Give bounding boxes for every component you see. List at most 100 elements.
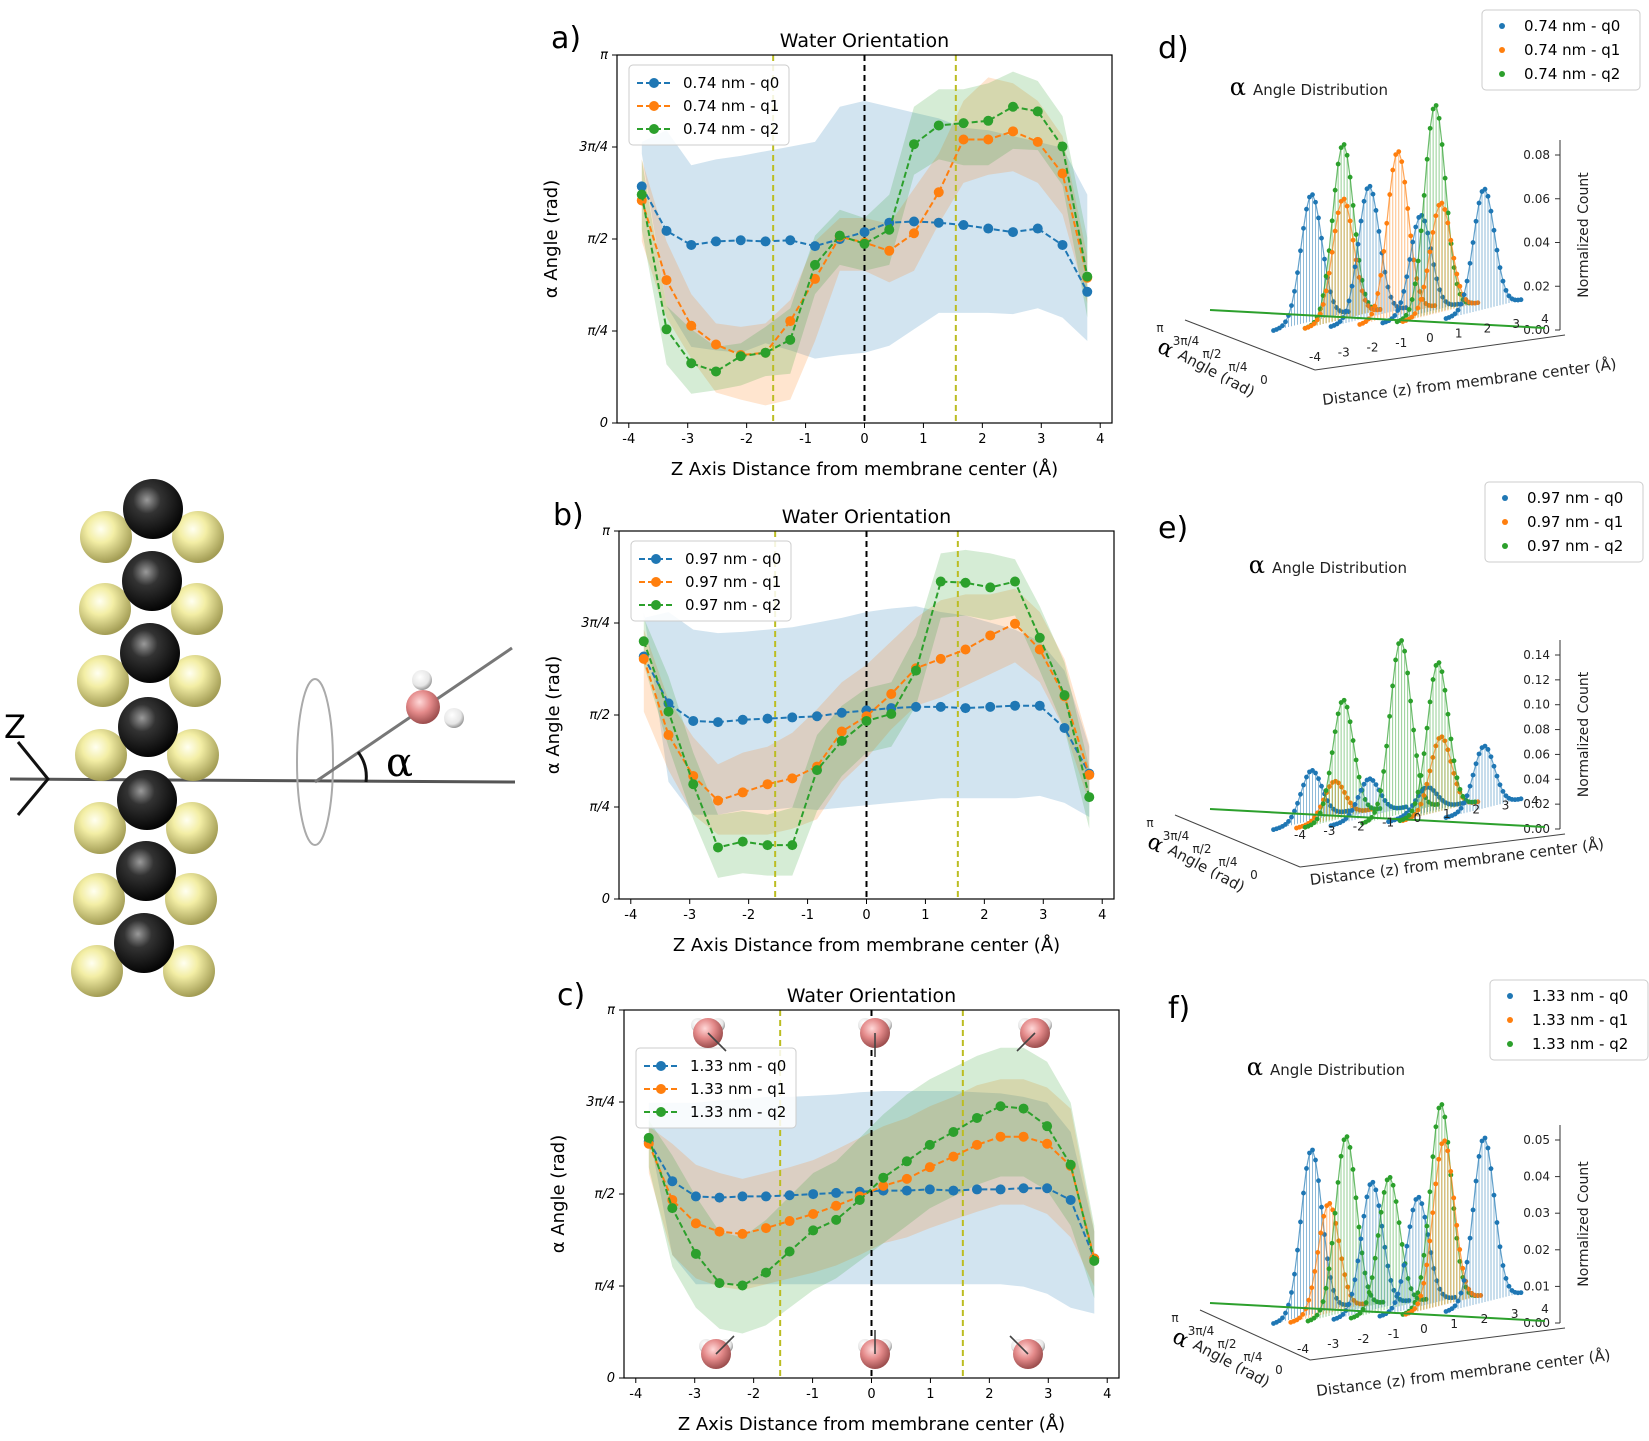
- x-tick-label: 4: [1531, 794, 1539, 808]
- x-tick-label: 2: [985, 1387, 993, 1402]
- data-point: [760, 236, 771, 247]
- x-tick-label: -3: [683, 908, 696, 923]
- data-point: [762, 779, 773, 790]
- z-tick-label: 0.05: [1523, 1133, 1550, 1147]
- x-tick-label: 3: [1511, 1307, 1519, 1321]
- x-tick-label: 4: [1103, 1387, 1111, 1402]
- data-point: [831, 1187, 842, 1198]
- data-point: [909, 228, 919, 239]
- x-axis-label: Distance (z) from membrane center (Å): [1321, 354, 1617, 409]
- legend-swatch-marker: [1507, 1041, 1513, 1047]
- data-point: [810, 241, 820, 252]
- x-axis-line: [1299, 833, 1566, 868]
- data-point: [985, 630, 996, 641]
- y-axis-line: [1184, 319, 1316, 371]
- data-point: [971, 1112, 982, 1123]
- rotation-ellipse: [296, 678, 334, 846]
- legend-label: 0.97 nm - q2: [685, 596, 781, 614]
- distribution-outline: [1405, 1139, 1481, 1315]
- z-tick-label: 0.00: [1523, 1316, 1550, 1330]
- legend-label: 0.74 nm - q2: [683, 120, 779, 138]
- data-point: [737, 1228, 748, 1239]
- x-tick-label: -4: [629, 1387, 642, 1402]
- data-point: [1042, 1138, 1053, 1149]
- z-axis-line: [9, 777, 516, 784]
- data-point: [735, 351, 746, 362]
- data-point: [1008, 227, 1018, 238]
- data-point: [1042, 1183, 1053, 1194]
- data-point: [836, 735, 847, 746]
- x-tick-label: -1: [801, 908, 814, 923]
- distribution-outline: [1304, 699, 1381, 828]
- data-point: [1010, 618, 1020, 629]
- data-point: [737, 1280, 748, 1291]
- legend-label: 0.97 nm - q1: [1527, 513, 1623, 531]
- x-tick-label: -3: [1327, 1337, 1339, 1351]
- data-point: [663, 706, 674, 717]
- panel-label: a): [551, 21, 581, 56]
- sulfur-atom: [80, 511, 132, 563]
- legend-box: [635, 1047, 797, 1129]
- data-point: [911, 665, 921, 676]
- distribution-outline: [1402, 202, 1478, 323]
- dipole-arrow-icon: [715, 1335, 735, 1355]
- water-orientation-icon: [858, 1018, 892, 1057]
- data-point: [831, 1200, 842, 1211]
- data-point: [831, 1214, 842, 1225]
- data-point: [933, 217, 944, 228]
- legend-label: 1.33 nm - q2: [690, 1103, 786, 1121]
- x-tick-label: 3: [1037, 432, 1045, 447]
- data-point: [878, 1172, 889, 1183]
- distribution-outline: [1399, 661, 1476, 822]
- x-tick-label: 4: [1541, 312, 1549, 326]
- data-point: [884, 245, 895, 256]
- data-point: [878, 1180, 889, 1191]
- carbon-atom: [120, 623, 180, 683]
- legend-box: [1481, 9, 1641, 91]
- legend-swatch-marker: [649, 124, 659, 134]
- data-point: [761, 1267, 772, 1278]
- y-tick-label: π/2: [1193, 842, 1212, 856]
- data-point: [909, 139, 919, 150]
- chart-title: Water Orientation: [782, 506, 951, 528]
- data-point: [735, 235, 746, 246]
- data-point: [985, 701, 996, 712]
- distribution-baseline: [1209, 309, 1546, 329]
- data-point: [1042, 1121, 1053, 1132]
- y-tick-label: 3π/4: [579, 140, 608, 155]
- data-point: [661, 324, 672, 335]
- data-point: [784, 1216, 795, 1227]
- legend-label: 0.74 nm - q1: [683, 97, 779, 115]
- data-point: [667, 1203, 678, 1214]
- legend-box: [630, 540, 792, 622]
- data-point: [787, 712, 798, 723]
- legend-swatch-marker: [656, 1107, 666, 1117]
- panel-label: c): [557, 978, 585, 1013]
- legend-label: 0.97 nm - q0: [1527, 489, 1623, 507]
- x-axis-label: Z Axis Distance from membrane center (Å): [678, 1413, 1065, 1435]
- data-point: [886, 708, 897, 719]
- distribution-outline: [1330, 778, 1407, 827]
- data-point: [761, 1191, 772, 1202]
- chart-b: b) Water Orientation -4 -3 -2 -1 0 1 2 3 4 0 π/4 π/2 3…: [543, 498, 1115, 956]
- title-symbol: α: [1249, 551, 1265, 579]
- legend-label: 1.33 nm - q2: [1532, 1035, 1628, 1053]
- y-tick-label: π/4: [588, 324, 608, 339]
- z-tick-label: 0.08: [1523, 148, 1550, 162]
- angle-arc: [356, 751, 368, 783]
- legend-label: 0.97 nm - q1: [685, 573, 781, 591]
- data-point: [711, 366, 721, 377]
- z-tick-label: 0.03: [1523, 1206, 1550, 1220]
- legend-label: 0.97 nm - q2: [1527, 537, 1623, 555]
- data-point: [933, 187, 944, 198]
- x-tick-label: -2: [747, 1387, 760, 1402]
- data-point: [785, 334, 796, 345]
- y-tick-label: π/2: [1218, 1337, 1237, 1351]
- data-point: [808, 1209, 819, 1220]
- data-point: [636, 189, 647, 200]
- z-tick-label: 0.14: [1523, 648, 1550, 662]
- sulfur-atom: [77, 655, 129, 707]
- data-point: [686, 320, 697, 331]
- x-tick-label: -2: [1367, 341, 1379, 355]
- sulfur-atom: [167, 729, 219, 781]
